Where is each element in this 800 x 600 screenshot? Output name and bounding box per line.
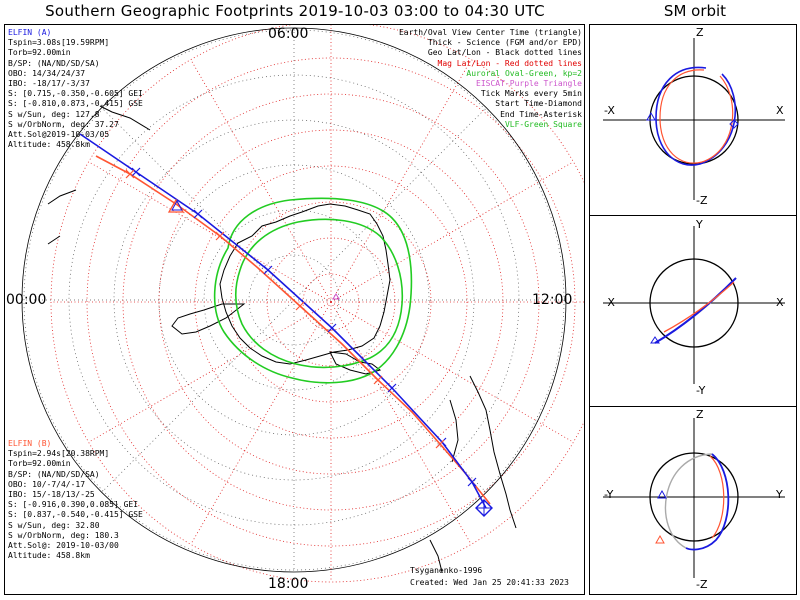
elfin-b-line: Torb=92.00min [8,459,71,469]
legend-item: Auroral Oval-Green, kp=2 [466,68,582,78]
sm3-right-label: Y [776,488,783,501]
eiscat-triangle [332,293,340,300]
elfin-a-line: Tspin=3.08s[19.59RPM] [8,38,110,48]
elfin-a-line: B/SP: (NA/ND/SD/SA) [8,58,100,68]
elfin-b-line: S: [0.837,-0.540,-0.415] GSE [8,510,143,520]
sm-orbit-title: SM orbit [663,2,727,20]
hour-label-left: 00:00 [6,292,47,308]
elfin-a-line: S w/OrbNorm, deg: 37.27 [8,119,119,129]
legend-item: Geo Lat/Lon - Black dotted lines [427,48,582,58]
legend-item: Thick - Science (FGM and/or EPD) [427,38,582,48]
elfin-a-name: ELFIN (A) [8,28,52,37]
sm-panel-1 [603,38,785,200]
elfin-a-line: Att.Sol@2019-10-03/05 [8,130,110,140]
sm-panel-2 [603,226,785,384]
elfin-b-line: S w/OrbNorm, deg: 180.3 [8,530,119,540]
legend-item: End Time-Asterisk [500,109,582,119]
sm2-left-label: -X [604,296,615,309]
footprint-map-frame [4,24,585,595]
legend: Earth/Oval View Center Time (triangle) T… [399,28,582,130]
elfin-b-line: Tspin=2.94s[20.38RPM] [8,449,110,459]
elfin-b-info: ELFIN (B) Tspin=2.94s[20.38RPM] Torb=92.… [8,439,143,561]
auroral-oval-outer [213,197,413,384]
legend-item: Mag Lat/Lon - Red dotted lines [437,58,583,68]
sm3-bottom-label: -Z [696,578,708,591]
created-label: Created: Wed Jan 25 20:41:33 2023 [410,578,569,587]
model-label: Tsyganenko-1996 [410,566,483,575]
elfin-b-line: Altitude: 458.8km [8,551,90,561]
elfin-b-line: Att.Sol@: 2019-10-03/00 [8,541,119,551]
elfin-a-line: S: [-0.810,0.873,-0.415] GSE [8,99,143,109]
elfin-a-line: Torb=92.00min [8,48,71,58]
elfin-a-center-triangle [171,199,183,211]
sm3-left-label: -Y [604,488,614,501]
sm3-top-label: Z [696,408,704,421]
legend-item: Tick Marks every 5min [480,89,582,99]
hour-label-bottom: 18:00 [268,576,309,592]
elfin-a-info: ELFIN (A) Tspin=3.08s[19.59RPM] Torb=92.… [8,28,143,150]
elfin-b-ticks [125,169,445,449]
sm-panel-3 [603,418,785,578]
africa-coastline [47,105,151,245]
main-title: Southern Geographic Footprints 2019-10-0… [45,2,545,20]
south-america-coastline [449,375,517,529]
sm2-right-label: X [776,296,784,309]
legend-item: Earth/Oval View Center Time (triangle) [398,28,582,37]
elfin-a-ticks [131,167,477,487]
legend-item: VLF-Green Square [504,119,582,129]
elfin-b-line: IBO: 15/-18/13/-25 [8,490,95,500]
elfin-a-line: S w/Sun, deg: 127.8 [8,109,100,119]
legend-item: EISCAT-Purple Triangle [476,79,582,89]
sm-orbit-frame [589,24,797,595]
sm1-top-label: Z [696,26,704,39]
elfin-a-line: Altitude: 458.8km [8,140,90,150]
sm1-right-label: X [776,104,784,117]
sm-panel-divider [589,215,797,216]
hour-label-top: 06:00 [268,26,309,42]
elfin-b-line: B/SP: (NA/ND/SD/SA) [8,469,100,479]
auroral-oval-inner [234,218,404,369]
australia-coastline [429,539,443,573]
elfin-a-line: OBO: 14/34/24/37 [8,68,86,78]
sm1-bottom-label: -Z [696,194,708,207]
elfin-b-name: ELFIN (B) [8,439,52,448]
earth-disk [21,27,567,573]
elfin-b-track [95,155,491,505]
sm2-bottom-label: -Y [696,384,706,397]
elfin-a-line: IBO: -18/17/-3/37 [8,79,90,89]
sm2-top-label: Y [696,218,703,231]
elfin-b-line: S: [-0.916,0.390,0.085] GEI [8,500,139,510]
elfin-b-line: OBO: 10/-7/4/-17 [8,479,86,489]
elfin-a-line: S: [0.715,-0.350,-0.605] GEI [8,89,143,99]
hour-label-right: 12:00 [532,292,573,308]
mag-grid [50,25,584,583]
legend-item: Start Time-Diamond [495,99,582,109]
sm1-left-label: -X [604,104,615,117]
sm-panel-divider [589,406,797,407]
elfin-b-line: S w/Sun, deg: 32.80 [8,520,100,530]
